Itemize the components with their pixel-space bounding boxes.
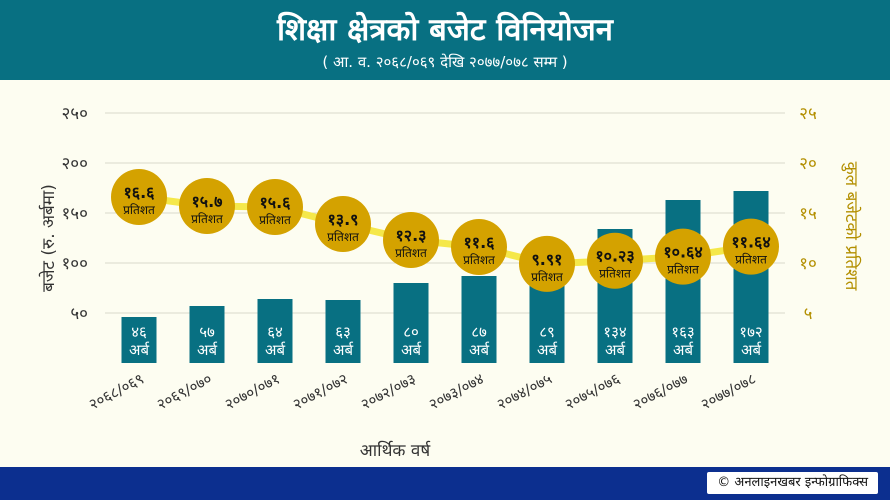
bar-unit-label: अर्ब xyxy=(401,341,422,359)
bar-value-label: ८७ xyxy=(471,323,487,341)
percentage-unit-label: प्रतिशत xyxy=(463,253,496,267)
percentage-point xyxy=(655,228,711,285)
bar xyxy=(257,299,293,363)
percentage-point xyxy=(587,232,643,289)
bar xyxy=(121,317,157,363)
x-tick-label: २०७१/०७२ xyxy=(290,370,351,414)
y2-axis-title: कुल बजेटको प्रतिशत xyxy=(841,162,862,291)
percentage-value-label: १०.२३ xyxy=(595,247,634,266)
x-tick-label: २०७६/०७७ xyxy=(630,370,691,414)
y-axis-title: बजेट (रु. अर्बमा) xyxy=(38,184,59,292)
bar-unit-label: अर्ब xyxy=(469,341,490,359)
percentage-unit-label: प्रतिशत xyxy=(123,203,156,217)
percentage-value-label: १२.३ xyxy=(395,226,426,245)
y2-tick-label: २५ xyxy=(799,104,817,124)
bar-value-label: १७२ xyxy=(739,323,762,341)
y-tick-label: २५० xyxy=(61,104,88,124)
bar-value-label: ६३ xyxy=(335,323,351,341)
bar-value-label: १३४ xyxy=(603,323,627,341)
page-subtitle: ( आ. व. २०६८/०६९ देखि २०७७/०७८ सम्म ) xyxy=(322,53,568,71)
percentage-value-label: ११.६४ xyxy=(731,233,770,252)
percentage-value-label: १०.६४ xyxy=(663,243,702,262)
percentage-unit-label: प्रतिशत xyxy=(395,246,428,260)
header-banner xyxy=(0,0,890,80)
percentage-point xyxy=(247,179,303,235)
x-tick-label: २०७५/०७६ xyxy=(562,370,623,414)
y-tick-label: २०० xyxy=(61,154,88,174)
percentage-line xyxy=(135,193,755,268)
bar-value-label: ६४ xyxy=(267,323,283,341)
y-tick-label: १०० xyxy=(61,254,88,274)
bar-unit-label: अर्ब xyxy=(333,341,354,359)
x-tick-label: २०६९/०७० xyxy=(154,370,215,414)
x-tick-label: २०७४/०७५ xyxy=(494,370,555,414)
page-title: शिक्षा क्षेत्रको बजेट विनियोजन xyxy=(277,12,613,48)
percentage-value-label: १५.६ xyxy=(259,193,291,212)
bar-value-label: ८० xyxy=(403,323,419,341)
percentage-unit-label: प्रतिशत xyxy=(599,267,632,281)
percentage-point xyxy=(315,196,371,252)
bar-unit-label: अर्ब xyxy=(129,341,150,359)
percentage-value-label: १३.९ xyxy=(327,210,358,229)
bar-unit-label: अर्ब xyxy=(265,341,286,359)
percentage-point xyxy=(111,169,167,225)
bar-unit-label: अर्ब xyxy=(673,341,694,359)
bar-unit-label: अर्ब xyxy=(537,341,558,359)
percentage-value-label: ९.९१ xyxy=(531,250,562,269)
y2-tick-label: ५ xyxy=(804,304,813,324)
percentage-point xyxy=(451,219,507,275)
x-tick-label: २०७२/०७३ xyxy=(358,370,419,414)
percentage-unit-label: प्रतिशत xyxy=(735,253,768,267)
percentage-unit-label: प्रतिशत xyxy=(667,263,700,277)
bar-unit-label: अर्ब xyxy=(741,341,762,359)
bar xyxy=(325,300,361,363)
bar-value-label: १६३ xyxy=(671,323,694,341)
percentage-value-label: १६.६ xyxy=(123,183,155,202)
y2-tick-label: १५ xyxy=(799,204,817,224)
percentage-unit-label: प्रतिशत xyxy=(259,213,292,227)
bar-value-label: ५७ xyxy=(199,323,215,341)
bar-value-label: ४६ xyxy=(131,323,147,341)
y-tick-label: १५० xyxy=(61,204,88,224)
bar xyxy=(461,276,497,363)
percentage-unit-label: प्रतिशत xyxy=(191,212,224,226)
bar-unit-label: अर्ब xyxy=(605,341,626,359)
y2-tick-label: २० xyxy=(799,154,817,174)
percentage-unit-label: प्रतिशत xyxy=(327,230,360,244)
x-tick-label: २०६८/०६९ xyxy=(86,370,147,414)
bar xyxy=(393,283,429,363)
percentage-point xyxy=(519,235,575,292)
bar-value-label: ८९ xyxy=(539,323,555,341)
bar-unit-label: अर्ब xyxy=(197,341,218,359)
x-tick-label: २०७७/०७८ xyxy=(698,370,759,414)
percentage-point xyxy=(179,178,235,234)
bar xyxy=(189,306,225,363)
x-tick-label: २०७३/०७४ xyxy=(426,370,487,414)
x-axis-title: आर्थिक वर्ष xyxy=(360,440,432,461)
percentage-point xyxy=(723,218,779,275)
percentage-unit-label: प्रतिशत xyxy=(531,270,564,284)
x-tick-label: २०७०/०७१ xyxy=(222,370,283,414)
percentage-point xyxy=(383,212,439,268)
percentage-value-label: ११.६ xyxy=(463,233,495,252)
y2-tick-label: १० xyxy=(799,254,817,274)
credit-label: © अनलाइनखबर इन्फोग्राफिक्स xyxy=(707,472,878,494)
percentage-value-label: १५.७ xyxy=(191,192,222,211)
y-tick-label: ५० xyxy=(70,304,88,324)
